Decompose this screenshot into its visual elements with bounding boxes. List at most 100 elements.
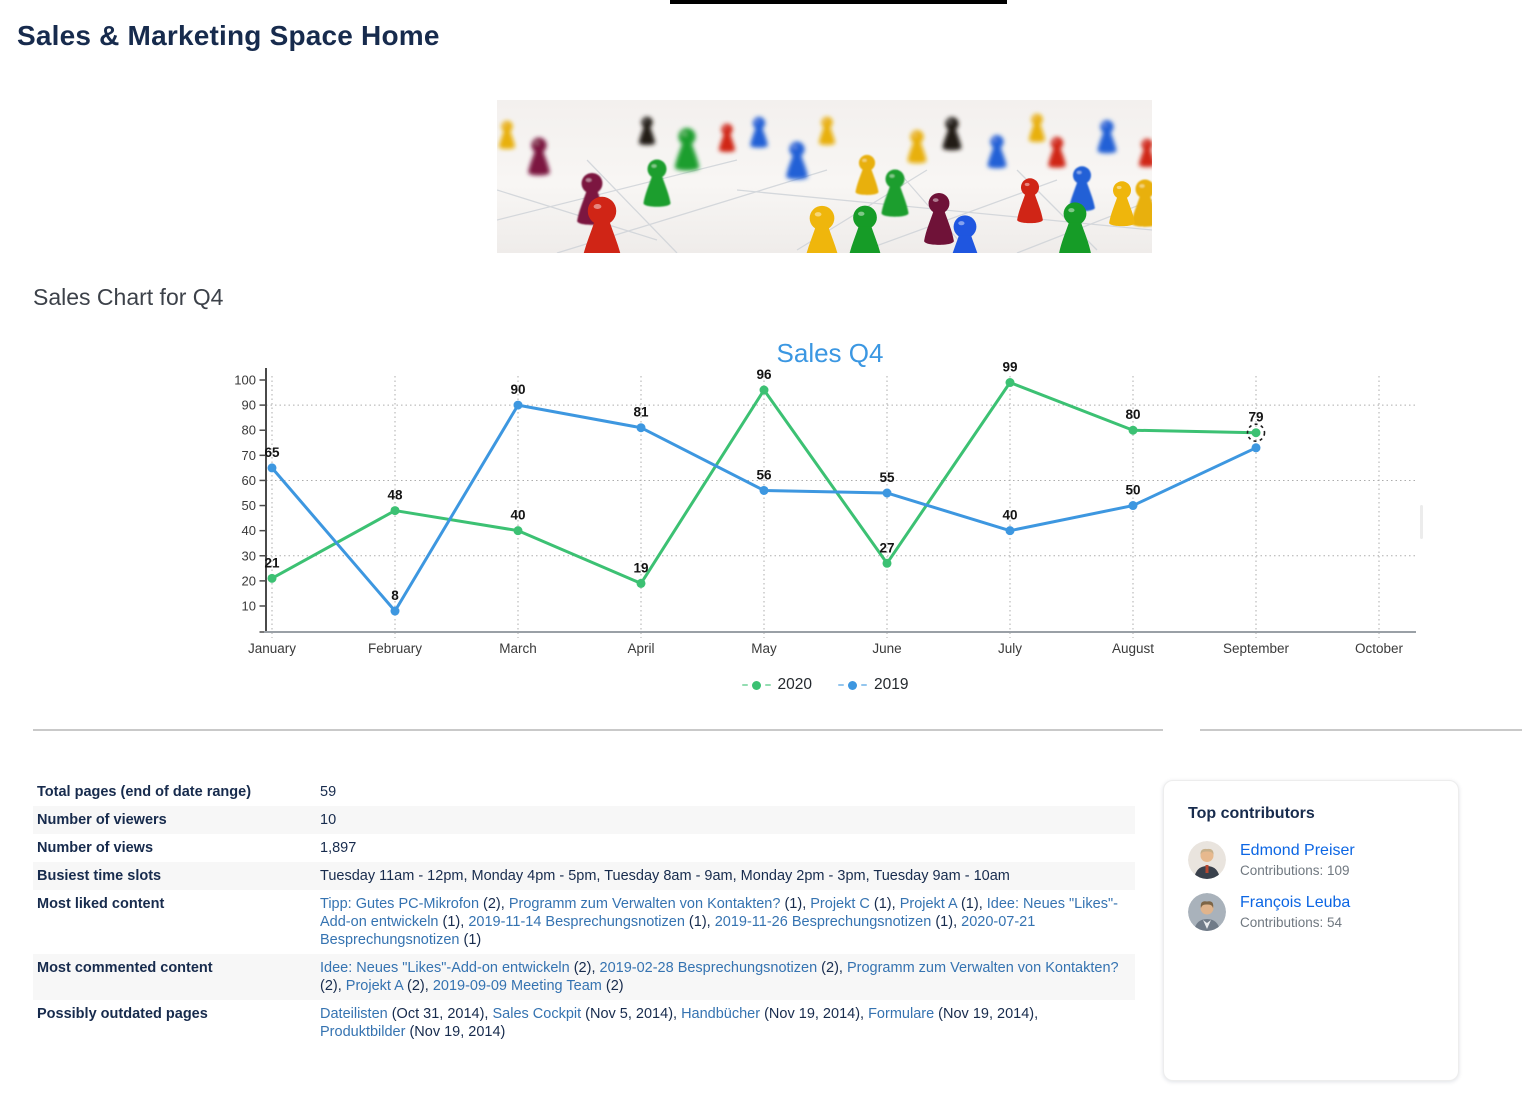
data-label: 21: [264, 555, 280, 570]
y-axis-label: 70: [242, 448, 256, 463]
content-link[interactable]: Projekt A: [899, 896, 957, 912]
data-point-2019-august[interactable]: [1128, 501, 1138, 511]
table-row-value: Tipp: Gutes PC-Mikrofon (2), Programm zu…: [318, 890, 1135, 954]
legend-item-2019[interactable]: 2019: [838, 676, 908, 694]
value-text: (2),: [817, 960, 847, 976]
y-axis-label: 40: [242, 523, 256, 538]
data-point-2020-june[interactable]: [882, 558, 892, 568]
data-point-2019-september[interactable]: [1251, 443, 1261, 453]
data-point-2020-august[interactable]: [1128, 425, 1138, 435]
value-text: (2),: [320, 978, 346, 994]
chart-title: Sales Q4: [777, 338, 884, 368]
data-point-2020-april[interactable]: [636, 578, 646, 588]
value-text: (Oct 31, 2014),: [387, 1006, 493, 1022]
data-label: 90: [510, 382, 525, 397]
data-point-2019-february[interactable]: [390, 606, 400, 616]
table-row-label: Total pages (end of date range): [37, 784, 252, 800]
value-text: (1): [459, 932, 482, 948]
content-link[interactable]: Sales Cockpit: [492, 1006, 582, 1022]
value-text: (1),: [931, 914, 962, 930]
table-row-value: 59: [318, 778, 1135, 806]
banner-image: [497, 100, 1152, 253]
table-row-value: Dateilisten (Oct 31, 2014), Sales Cockpi…: [318, 1000, 1135, 1046]
top-contributors-title: Top contributors: [1188, 805, 1315, 822]
value-text: 10: [320, 812, 337, 828]
value-text: Tuesday 11am - 12pm, Monday 4pm - 5pm, T…: [320, 868, 1010, 884]
sales-q4-chart: Sales Q4 January February March April May June…: [234, 338, 1416, 656]
data-label: 8: [391, 588, 399, 603]
contributor-contributions: Contributions: 109: [1240, 863, 1350, 878]
data-label: 99: [1002, 360, 1017, 375]
legend-label: 2019: [874, 676, 909, 693]
page-title: Sales & Marketing Space Home: [17, 20, 440, 51]
value-text: (Nov 19, 2014),: [934, 1006, 1039, 1022]
data-point-2020-september[interactable]: [1251, 428, 1261, 438]
content-link[interactable]: Tipp: Gutes PC-Mikrofon: [320, 896, 480, 912]
table-row: Possibly outdated pages Dateilisten (Oct…: [33, 1000, 1135, 1046]
y-axis-label: 100: [234, 373, 256, 388]
content-link[interactable]: Produktbilder: [320, 1024, 406, 1040]
data-point-2019-january[interactable]: [267, 463, 277, 473]
contributor-name-link[interactable]: Edmond Preiser: [1240, 842, 1355, 859]
contributor-name-link[interactable]: François Leuba: [1240, 894, 1351, 911]
pawns-photo-illustration: [497, 100, 1152, 253]
value-text: (1),: [869, 896, 900, 912]
y-axis-label: 60: [242, 473, 256, 488]
x-axis-label: September: [1223, 641, 1290, 656]
content-link[interactable]: Programm zum Verwalten von Kontakten?: [846, 960, 1119, 976]
scrollbar-hint[interactable]: [1420, 505, 1423, 539]
data-point-2019-may[interactable]: [759, 485, 769, 495]
data-point-2019-april[interactable]: [636, 423, 646, 433]
content-link[interactable]: Idee: Neues "Likes"-Add-on entwickeln: [320, 896, 1118, 930]
x-axis-label: June: [872, 641, 901, 656]
y-axis-label: 90: [242, 398, 256, 413]
content-link[interactable]: Handbücher: [681, 1006, 761, 1022]
value-text: (1),: [684, 914, 715, 930]
legend-dot-icon: [848, 680, 857, 690]
table-row-value: 10: [318, 806, 1135, 834]
content-link[interactable]: Formulare: [868, 1006, 935, 1022]
content-link[interactable]: Dateilisten: [320, 1006, 388, 1022]
data-label: 40: [1002, 508, 1017, 523]
table-row: Number of views 1,897: [33, 834, 1135, 862]
y-axis-label: 10: [242, 598, 256, 613]
table-row-label: Busiest time slots: [37, 868, 162, 884]
data-point-2020-january[interactable]: [267, 573, 277, 583]
data-label: 50: [1125, 483, 1140, 498]
data-point-2020-february[interactable]: [390, 506, 400, 516]
chart-section-heading: Sales Chart for Q4: [33, 284, 224, 310]
value-text: (2),: [479, 896, 509, 912]
data-point-2019-june[interactable]: [882, 488, 892, 498]
legend-item-2020[interactable]: 2020: [741, 676, 812, 694]
avatar[interactable]: [1188, 893, 1226, 931]
data-label: 19: [633, 560, 648, 575]
table-row-label: Most liked content: [37, 896, 165, 912]
content-link[interactable]: Projekt C: [810, 896, 870, 912]
content-link[interactable]: 2019-09-09 Meeting Team: [432, 978, 602, 994]
data-label: 81: [633, 405, 649, 420]
table-row: Total pages (end of date range) 59: [33, 778, 1135, 806]
content-link[interactable]: 2019-11-14 Besprechungsnotizen: [468, 914, 685, 930]
content-link[interactable]: 2019-02-28 Besprechungsnotizen: [599, 960, 818, 976]
value-text: (2),: [403, 978, 433, 994]
content-link[interactable]: Idee: Neues "Likes"-Add-on entwickeln: [320, 960, 570, 976]
avatar[interactable]: [1188, 841, 1226, 879]
data-point-2019-march[interactable]: [513, 400, 523, 410]
data-point-2020-may[interactable]: [759, 385, 769, 395]
table-row-label: Possibly outdated pages: [37, 1006, 208, 1022]
data-label: 40: [510, 508, 525, 523]
value-text: (Nov 5, 2014),: [581, 1006, 682, 1022]
value-text: 1,897: [320, 840, 357, 856]
content-link[interactable]: 2019-11-26 Besprechungsnotizen: [714, 914, 932, 930]
y-axis-label: 30: [242, 548, 256, 563]
table-row-label: Most commented content: [37, 960, 213, 976]
content-link[interactable]: 2020-07-21 Besprechungsnotizen: [320, 914, 1036, 948]
data-label: 65: [264, 445, 280, 460]
content-link[interactable]: Projekt A: [345, 978, 404, 994]
space-stats-table: Total pages (end of date range) 59 Numbe…: [33, 778, 1135, 1046]
content-link[interactable]: Programm zum Verwalten von Kontakten?: [508, 896, 781, 912]
data-point-2019-july[interactable]: [1005, 526, 1015, 536]
data-point-2020-july[interactable]: [1005, 378, 1015, 388]
contributor-item: Edmond Preiser Contributions: 109: [1188, 841, 1434, 879]
data-point-2020-march[interactable]: [513, 526, 523, 536]
